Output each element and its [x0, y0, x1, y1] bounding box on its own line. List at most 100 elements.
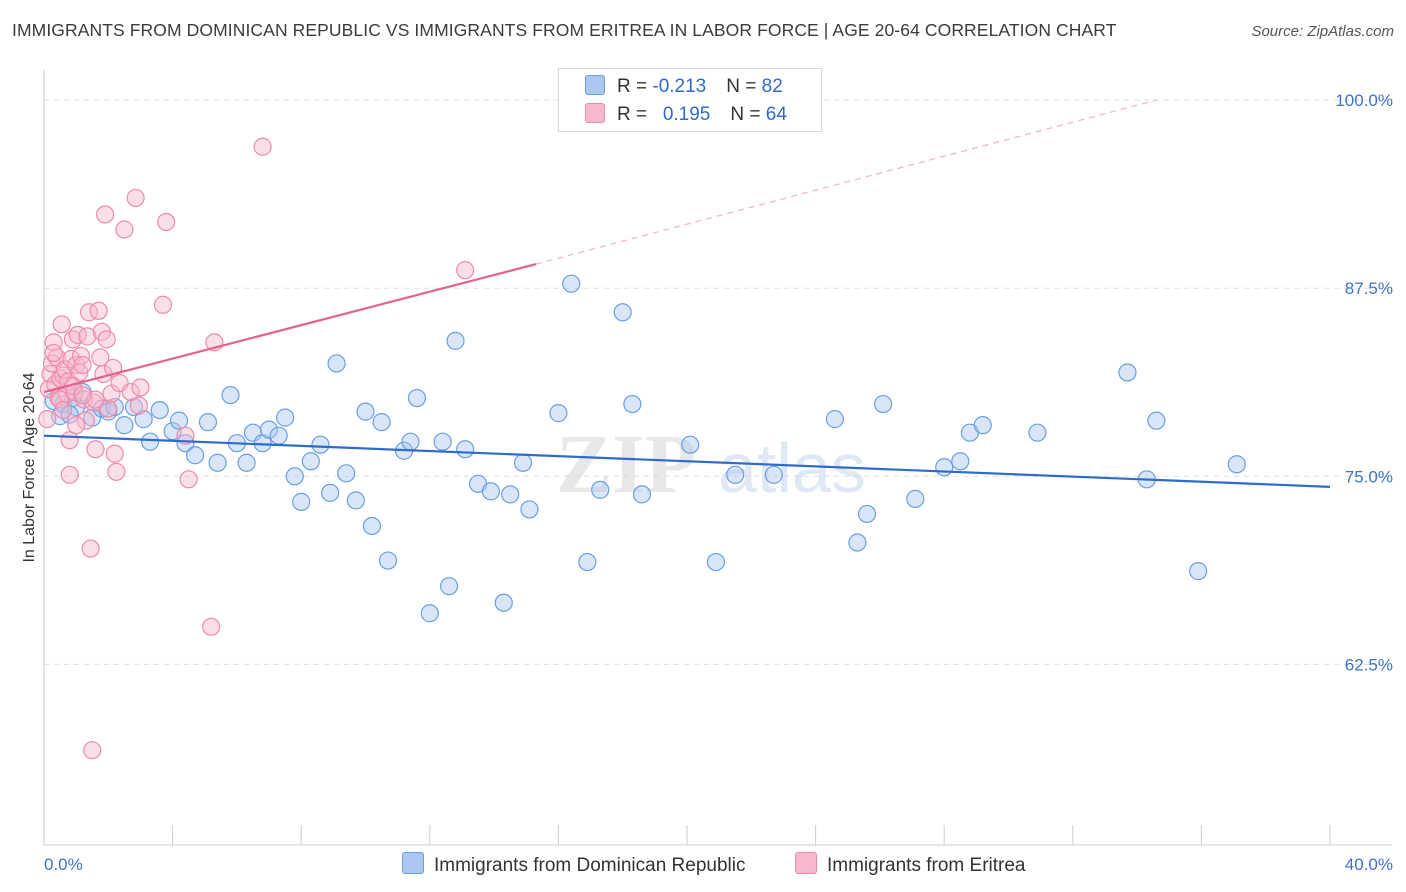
legend-n-label: N = [726, 76, 762, 97]
data-point [549, 404, 568, 423]
watermark-zip: ZIP [556, 418, 696, 511]
data-point [1189, 562, 1208, 581]
bottom-legend-dominican: Immigrants from Dominican Republic [402, 852, 746, 877]
legend-row-eritrea: R = 0.195 N = 64 [585, 103, 787, 127]
bottom-legend-swatch-blue [402, 852, 424, 874]
data-point [153, 295, 173, 314]
data-point [202, 617, 221, 636]
data-point [378, 551, 398, 570]
data-point [848, 533, 867, 552]
data-point [513, 453, 533, 472]
data-point [107, 462, 126, 481]
data-point [105, 444, 124, 463]
y-tick-label: 100.0% [1335, 91, 1393, 110]
data-point [131, 378, 150, 397]
data-point [285, 467, 304, 486]
data-point [337, 464, 356, 483]
data-point [208, 453, 227, 472]
data-point [433, 432, 452, 451]
data-point [186, 446, 205, 465]
data-point [681, 435, 700, 454]
data-point [301, 452, 320, 471]
data-point [1028, 423, 1047, 442]
data-point [126, 188, 145, 208]
data-point [55, 360, 74, 379]
data-point [176, 426, 195, 445]
data-point [311, 435, 330, 454]
data-point [198, 413, 218, 432]
data-point [706, 552, 726, 572]
data-point [60, 465, 79, 484]
data-point [73, 355, 92, 375]
data-point [456, 261, 475, 280]
legend-n-label: N = [730, 104, 766, 125]
legend-n-value: 82 [761, 76, 783, 97]
data-point [935, 458, 954, 477]
data-point [456, 440, 475, 459]
axes [43, 70, 1392, 846]
data-point [176, 434, 195, 453]
data-point [253, 137, 272, 156]
data-point [726, 465, 745, 484]
data-point [632, 485, 652, 504]
data-point [99, 399, 118, 418]
data-point [562, 274, 581, 293]
data-point [623, 394, 642, 414]
data-point [269, 426, 288, 445]
data-point [79, 303, 99, 322]
y-tick-label: 87.5% [1345, 279, 1393, 298]
data-point [129, 396, 148, 415]
data-point [121, 382, 140, 402]
data-point [97, 330, 116, 349]
legend-row-dominican: R = -0.213 N = 82 [585, 75, 783, 99]
y-tick-label: 62.5% [1345, 655, 1393, 674]
data-point [591, 480, 610, 499]
data-point [44, 343, 63, 363]
data-point [89, 301, 108, 320]
data-point [420, 604, 439, 623]
x-tick-label: 0.0% [44, 855, 83, 874]
data-point [327, 354, 346, 373]
data-point [179, 470, 198, 489]
data-point [157, 212, 176, 232]
watermark: ZIP atlas [556, 418, 866, 511]
legend-r-label: R = [617, 104, 653, 125]
data-point [973, 416, 992, 435]
bottom-legend-eritrea: Immigrants from Eritrea [795, 852, 1025, 877]
data-point [481, 482, 500, 501]
data-point [356, 402, 375, 421]
data-point [54, 400, 73, 420]
data-point [78, 327, 97, 346]
legend-r-label: R = [617, 76, 653, 97]
data-point [857, 504, 877, 524]
data-point [115, 220, 134, 239]
data-point [276, 408, 295, 427]
data-point [95, 205, 115, 224]
trend-line-extension [535, 99, 1157, 265]
data-point [44, 333, 63, 352]
y-axis-label: In Labor Force | Age 20-64 [21, 372, 38, 562]
data-point [169, 411, 189, 430]
data-point [501, 485, 520, 504]
data-point [1227, 455, 1246, 474]
grid-lines [44, 99, 1392, 665]
data-point [38, 410, 57, 429]
y-tick-label: 75.0% [1345, 467, 1393, 486]
data-point [874, 394, 893, 414]
series-eritrea [38, 137, 475, 760]
data-point [76, 411, 95, 430]
data-point [764, 465, 783, 484]
data-point [237, 453, 256, 472]
legend-r-value: 0.195 [662, 104, 711, 125]
data-point [439, 577, 459, 596]
data-point [578, 552, 597, 572]
legend-swatch-blue [585, 75, 605, 95]
data-point [401, 432, 420, 451]
data-point [1147, 411, 1166, 430]
data-point [1118, 363, 1137, 382]
tick-labels: 100.0% 87.5% 75.0% 62.5% 0.0% 40.0% In Labor F… [21, 91, 1393, 874]
data-point [221, 385, 240, 405]
data-point [259, 420, 279, 439]
data-point [906, 489, 925, 508]
